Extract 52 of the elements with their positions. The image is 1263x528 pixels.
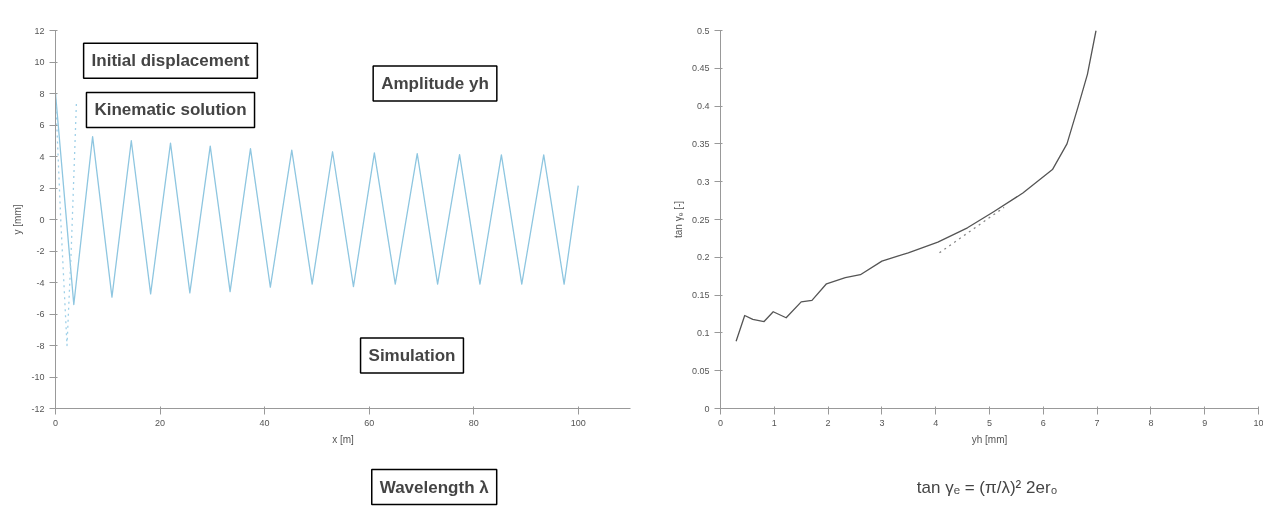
y-tick-label: 0.1 (696, 327, 710, 338)
x-tick-label: 3 (879, 417, 885, 428)
x-tick-label: 60 (364, 417, 375, 428)
x-tick-label: 5 (987, 417, 993, 428)
x-axis-title: x [m] (332, 433, 355, 445)
x-tick-label: 2 (825, 417, 831, 428)
y-tick-label: 0 (39, 214, 45, 225)
annotation: Kinematic solution (94, 100, 247, 120)
x-tick-label: 40 (259, 417, 270, 428)
y-tick-label: -12 (31, 403, 45, 414)
y-tick-label: 0.2 (696, 252, 710, 263)
x-tick-label: 7 (1094, 417, 1100, 428)
x-tick-label: 4 (933, 417, 939, 428)
y-tick-label: 0.15 (691, 290, 710, 301)
x-tick-label: 9 (1202, 417, 1208, 428)
y-tick-label: 10 (34, 57, 45, 67)
y-tick-label: 0.35 (691, 138, 710, 149)
text: Wavelength λ (379, 477, 490, 497)
x-tick-label: 0 (53, 417, 59, 428)
y-tick-label: -4 (36, 277, 45, 288)
y-tick-label: 0.25 (691, 214, 710, 225)
x-tick-label: 1 (771, 417, 777, 428)
y-tick-label: 12 (34, 25, 45, 36)
y-tick-label: 6 (39, 120, 45, 130)
y-tick-label: -10 (31, 372, 45, 382)
y-tick-label: -2 (36, 246, 45, 256)
y-tick-label: 0.3 (696, 176, 710, 187)
y-tick-label: 0.45 (691, 63, 710, 74)
x-axis-title: yh [mm] (971, 433, 1008, 445)
y-tick-label: 0.05 (691, 365, 710, 376)
x-tick-label: 6 (1040, 417, 1046, 428)
annotation: Simulation (368, 346, 456, 366)
text: tan γₑ = (π/λ)² 2er₀ (916, 477, 1058, 497)
y-axis-title: tan γₑ [-] (672, 200, 684, 239)
y-tick-label: 8 (39, 88, 45, 99)
y-tick-label: -6 (36, 309, 45, 319)
y-axis-title: y [mm] (12, 204, 24, 235)
y-tick-label: 2 (39, 183, 45, 193)
x-tick-label: 8 (1148, 417, 1154, 428)
y-tick-label: -8 (36, 340, 45, 351)
y-tick-label: 0.4 (696, 101, 710, 112)
x-tick-label: 10 (1253, 417, 1263, 428)
line-series (735, 30, 1097, 342)
y-tick-label: 4 (39, 151, 45, 162)
annotation: Amplitude yh (381, 73, 489, 93)
x-tick-label: 0 (718, 417, 724, 428)
x-tick-label: 20 (155, 417, 166, 428)
x-tick-label: 100 (570, 417, 586, 428)
y-tick-label: 0 (704, 403, 710, 414)
y-tick-label: 0.5 (696, 25, 710, 36)
x-tick-label: 80 (468, 417, 479, 428)
annotation: Initial displacement (91, 51, 250, 71)
